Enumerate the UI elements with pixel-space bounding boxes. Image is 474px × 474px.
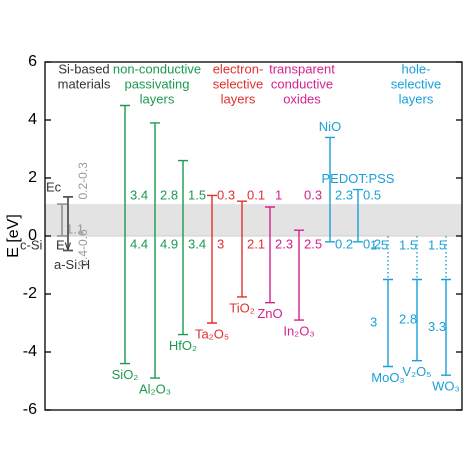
offset-label: 1.5 bbox=[428, 237, 446, 252]
material-label: WO₃ bbox=[432, 379, 460, 394]
y-tick-label: 6 bbox=[28, 53, 37, 70]
offset-label: 3 bbox=[370, 314, 377, 329]
y-tick-label: 2 bbox=[28, 169, 37, 186]
group-title: oxides bbox=[283, 91, 321, 106]
offset-label: 0.3 bbox=[217, 188, 235, 203]
group-title: selective bbox=[213, 76, 264, 91]
offset-label: 0.4-0.6 bbox=[76, 229, 90, 267]
material-label: Al₂O₃ bbox=[139, 382, 171, 397]
band-bar bbox=[57, 203, 67, 237]
group-title: electron- bbox=[213, 61, 264, 76]
offset-label: 0.5 bbox=[363, 188, 381, 203]
band-bar bbox=[412, 278, 422, 362]
offset-label: 2.8 bbox=[399, 312, 417, 327]
offset-label: 1 bbox=[275, 188, 282, 203]
group-title: transparent bbox=[269, 61, 335, 76]
offset-label: 4.4 bbox=[130, 236, 148, 251]
material-label: MoO₃ bbox=[371, 370, 404, 385]
material-label: NiO bbox=[319, 119, 341, 134]
offset-label: 2.1 bbox=[247, 236, 265, 251]
offset-label: 0.3 bbox=[304, 188, 322, 203]
offset-label: 2.3 bbox=[335, 188, 353, 203]
band-bar bbox=[294, 229, 304, 321]
group-title: conductive bbox=[271, 76, 333, 91]
offset-label: 0.2-0.3 bbox=[76, 162, 90, 200]
group-title: non-conductive bbox=[113, 61, 201, 76]
band-bar bbox=[237, 200, 247, 298]
offset-label: 2.3 bbox=[275, 236, 293, 251]
y-tick-label: 0 bbox=[28, 227, 37, 244]
ev-label: Ev bbox=[56, 237, 72, 252]
y-tick-label: -4 bbox=[23, 343, 37, 360]
material-label: V₂O₅ bbox=[402, 364, 431, 379]
offset-label: 4.9 bbox=[160, 236, 178, 251]
y-tick-label: 4 bbox=[28, 111, 37, 128]
band-bar bbox=[178, 159, 188, 336]
y-tick-label: -2 bbox=[23, 285, 37, 302]
material-label: PEDOT:PSS bbox=[322, 171, 395, 186]
band-bar bbox=[265, 206, 275, 304]
material-label: TiO₂ bbox=[229, 300, 255, 315]
offset-label: 0.1 bbox=[247, 188, 265, 203]
y-tick-label: -6 bbox=[23, 401, 37, 418]
offset-label: 2.5 bbox=[304, 236, 322, 251]
offset-label: 1.5 bbox=[370, 237, 388, 252]
offset-label: 1.5 bbox=[188, 188, 206, 203]
material-label: Ta₂O₅ bbox=[195, 326, 229, 341]
ec-label: Ec bbox=[46, 179, 62, 194]
group-title: passivating bbox=[124, 76, 189, 91]
band-bar bbox=[325, 136, 335, 243]
y-axis-title: E [eV] bbox=[5, 214, 22, 258]
offset-label: 0.2 bbox=[363, 236, 381, 251]
group-title: layers bbox=[221, 91, 256, 106]
offset-label: 2.8 bbox=[160, 188, 178, 203]
band-bar bbox=[353, 188, 363, 243]
offset-label: 3.4 bbox=[188, 236, 206, 251]
band-bar bbox=[63, 195, 73, 252]
offset-label: 3 bbox=[217, 236, 224, 251]
band-bar bbox=[120, 104, 130, 365]
group-title: selective bbox=[391, 76, 442, 91]
material-label: c-Si bbox=[20, 237, 43, 252]
si-gap-band bbox=[45, 204, 462, 236]
band-bar bbox=[150, 122, 160, 379]
band-bar bbox=[441, 278, 451, 376]
material-label: In₂O₃ bbox=[283, 324, 314, 339]
offset-label: 1.5 bbox=[399, 237, 417, 252]
gap-label: 1.1 bbox=[66, 221, 84, 236]
material-label: ZnO bbox=[257, 306, 282, 321]
material-label: SiO₂ bbox=[112, 367, 139, 382]
offset-label: 3.4 bbox=[130, 188, 148, 203]
material-label: HfO₂ bbox=[169, 338, 197, 353]
offset-label: 3.3 bbox=[428, 319, 446, 334]
band-bar bbox=[383, 278, 393, 368]
group-title: materials bbox=[58, 76, 111, 91]
offset-label: 0.2 bbox=[335, 236, 353, 251]
band-bar bbox=[207, 194, 217, 324]
material-label: a-Si:H bbox=[54, 257, 90, 272]
group-title: layers bbox=[140, 91, 175, 106]
group-title: layers bbox=[399, 91, 434, 106]
group-title: Si-based bbox=[58, 61, 109, 76]
group-title: hole- bbox=[402, 61, 431, 76]
